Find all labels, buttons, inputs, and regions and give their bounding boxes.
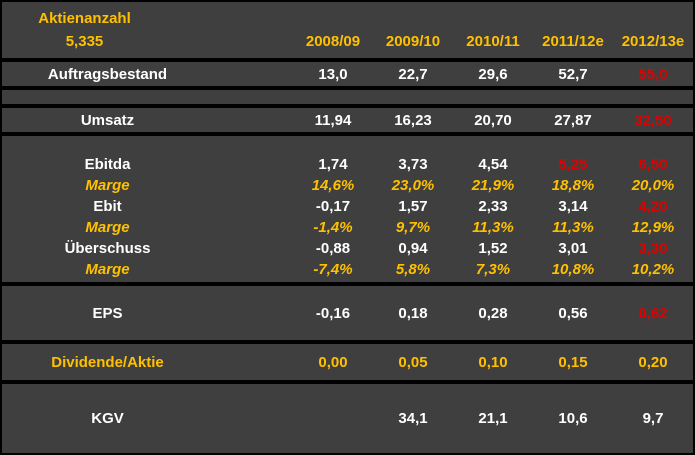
row-label: Ebitda <box>84 156 131 173</box>
cell-value: 11,94 <box>314 111 352 129</box>
cell-value-estimate: 4,20 <box>638 198 668 215</box>
cell-value: 0,00 <box>318 353 348 371</box>
kgv-block: KGV 34,1 21,1 10,6 9,7 <box>2 384 693 453</box>
cell-value: -0,88 <box>315 240 351 257</box>
cell-value: 21,1 <box>478 410 508 427</box>
cell-value: 14,6% <box>311 177 355 194</box>
table-header: Aktienanzahl 5,335 2008/09 2009/10 2010/… <box>2 2 693 58</box>
row-label: Überschuss <box>64 240 151 257</box>
row-label: Ebit <box>93 198 122 215</box>
year-column-header: 2012/13e <box>621 33 685 50</box>
cell-value: 10,6 <box>558 410 588 427</box>
divider <box>2 340 693 344</box>
table-row-dividende: Dividende/Aktie 0,00 0,05 0,10 0,15 0,20 <box>2 354 693 371</box>
cell-value: 21,9% <box>471 177 515 194</box>
cell-value: 27,87 <box>554 111 592 129</box>
table-row-eps: EPS -0,16 0,18 0,28 0,56 0,62 <box>2 305 693 322</box>
cell-value: 52,7 <box>558 65 588 83</box>
cell-value: 3,01 <box>558 240 588 257</box>
cell-value: 18,8% <box>551 177 595 194</box>
row-label: Auftragsbestand <box>47 65 168 83</box>
cell-value: 9,7 <box>642 410 664 427</box>
cell-value-estimate: 0,62 <box>638 304 668 322</box>
cell-value: -1,4% <box>313 219 353 236</box>
cell-value: -0,17 <box>315 198 351 215</box>
cell-value: -7,4% <box>313 261 353 278</box>
year-column-header: 2009/10 <box>385 33 441 50</box>
table-row-ebitda-marge: Marge 14,6% 23,0% 21,9% 18,8% 20,0% <box>2 175 693 196</box>
cell-value: 5,8% <box>395 261 431 278</box>
cell-value-estimate: 32,50 <box>634 111 672 129</box>
cell-value: 1,57 <box>398 198 428 215</box>
cell-value: 4,54 <box>478 156 508 173</box>
cell-value: 0,20 <box>638 353 668 371</box>
cell-value: 0,10 <box>478 353 508 371</box>
share-count-value: 5,335 <box>65 33 104 50</box>
cell-value: 11,3% <box>472 219 514 236</box>
cell-value: 9,7% <box>395 219 431 236</box>
cell-value: 22,7 <box>398 65 428 83</box>
cell-value: 20,70 <box>474 111 512 129</box>
dividend-block: Dividende/Aktie 0,00 0,05 0,10 0,15 0,20 <box>2 344 693 380</box>
table-row-umsatz: Umsatz 11,94 16,23 20,70 27,87 32,50 <box>2 108 693 132</box>
row-label: EPS <box>92 304 123 322</box>
cell-value: -0,16 <box>315 304 351 322</box>
row-label: Umsatz <box>80 111 135 129</box>
cell-value: 0,15 <box>558 353 588 371</box>
cell-value: 34,1 <box>398 410 428 427</box>
divider <box>2 132 693 136</box>
cell-value: 13,0 <box>318 65 348 83</box>
row-label: Marge <box>85 219 130 236</box>
cell-value: 2,33 <box>478 198 508 215</box>
cell-value: 0,05 <box>398 353 428 371</box>
cell-value: 7,3% <box>475 261 511 278</box>
cell-value: 16,23 <box>394 111 432 129</box>
earnings-block: Ebitda 1,74 3,73 4,54 5,25 6,50 Marge 14… <box>2 136 693 282</box>
empty-band <box>2 90 693 104</box>
share-count-label: Aktienanzahl <box>38 10 131 27</box>
table-row-auftragsbestand: Auftragsbestand 13,0 22,7 29,6 52,7 55,0 <box>2 62 693 86</box>
table-row-ebit-marge: Marge -1,4% 9,7% 11,3% 11,3% 12,9% <box>2 217 693 238</box>
cell-value-estimate: 55,0 <box>638 65 668 83</box>
divider <box>2 282 693 286</box>
cell-value: 3,14 <box>558 198 588 215</box>
divider <box>2 104 693 108</box>
year-column-header: 2008/09 <box>305 33 361 50</box>
row-label: KGV <box>91 410 124 427</box>
cell-value: 1,74 <box>318 156 348 173</box>
cell-value: 29,6 <box>478 65 508 83</box>
cell-value: 11,3% <box>552 219 594 236</box>
year-column-header: 2011/12e <box>542 33 604 50</box>
table-row-ueberschuss-marge: Marge -7,4% 5,8% 7,3% 10,8% 10,2% <box>2 259 693 280</box>
cell-value: 0,56 <box>558 304 588 322</box>
cell-value: 20,0% <box>631 177 675 194</box>
table-row-ueberschuss: Überschuss -0,88 0,94 1,52 3,01 3,30 <box>2 238 693 259</box>
divider <box>2 58 693 62</box>
cell-value: 0,18 <box>398 304 428 322</box>
cell-value: 23,0% <box>391 177 435 194</box>
cell-value-estimate: 6,50 <box>638 156 668 173</box>
cell-value: 3,73 <box>398 156 428 173</box>
table-row-ebitda: Ebitda 1,74 3,73 4,54 5,25 6,50 <box>2 154 693 175</box>
cell-value: 10,2% <box>631 261 675 278</box>
cell-value: 10,8% <box>551 261 595 278</box>
divider <box>2 86 693 90</box>
year-column-header: 2010/11 <box>466 33 520 50</box>
table-row-ebit: Ebit -0,17 1,57 2,33 3,14 4,20 <box>2 196 693 217</box>
cell-value-estimate: 3,30 <box>638 240 668 257</box>
divider <box>2 380 693 384</box>
cell-value: 1,52 <box>478 240 508 257</box>
cell-value: 0,94 <box>398 240 428 257</box>
row-label: Marge <box>85 177 130 194</box>
table-row-kgv: KGV 34,1 21,1 10,6 9,7 <box>2 410 693 427</box>
cell-value: 12,9% <box>631 219 675 236</box>
row-label: Dividende/Aktie <box>51 353 164 371</box>
cell-value-estimate: 5,25 <box>558 156 588 173</box>
row-label: Marge <box>85 261 130 278</box>
cell-value: 0,28 <box>478 304 508 322</box>
eps-block: EPS -0,16 0,18 0,28 0,56 0,62 <box>2 286 693 340</box>
